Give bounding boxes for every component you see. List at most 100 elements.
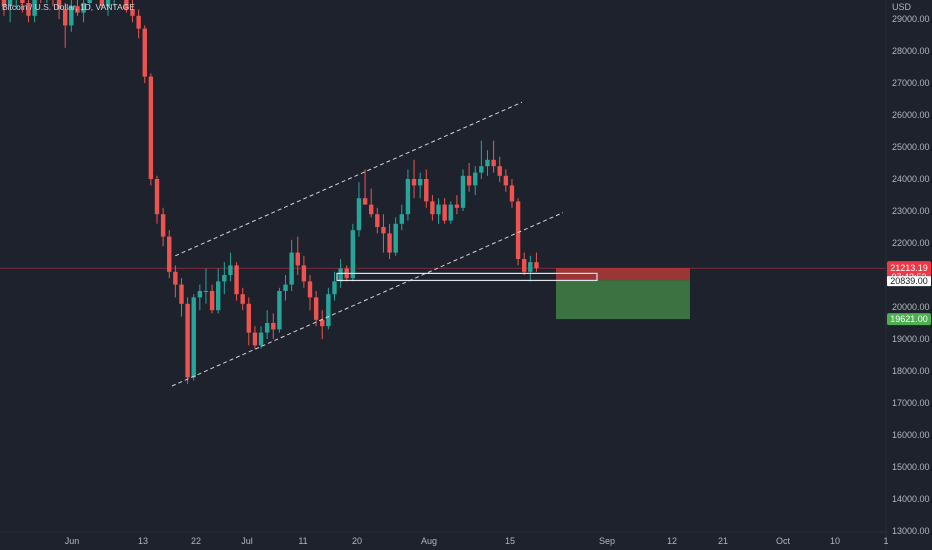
candle-body — [173, 271, 178, 285]
candle-body — [491, 159, 496, 167]
channel-lower-line[interactable] — [171, 212, 564, 387]
candle-body — [326, 294, 331, 327]
time-tick-label: Aug — [421, 536, 437, 546]
candle-body — [430, 201, 435, 215]
candle-body — [350, 230, 356, 279]
time-tick-label: 20 — [352, 536, 362, 546]
candle-body — [124, 0, 129, 10]
candle-body — [534, 262, 539, 269]
candle-body — [228, 265, 233, 275]
candle-body — [473, 172, 478, 186]
candle-body — [142, 28, 147, 77]
price-tick-label: 17000.00 — [892, 398, 930, 408]
candle-body — [271, 323, 276, 330]
candle-body — [479, 166, 484, 173]
time-tick-label: 12 — [667, 536, 677, 546]
position-zones — [0, 267, 886, 320]
candle-body — [277, 291, 282, 330]
candle-body — [399, 214, 404, 224]
candle-body — [154, 179, 160, 215]
candle-body — [448, 204, 453, 221]
price-tick-label: 20000.00 — [892, 302, 930, 312]
candle-body — [509, 185, 515, 202]
candle-body — [289, 252, 294, 285]
symbol-title: Bitcoin / U.S. Dollar, 1D, VANTAGE — [2, 2, 135, 12]
entry-price-badge — [887, 276, 931, 287]
candle-body — [105, 0, 111, 7]
candle-body — [424, 179, 429, 202]
time-tick-label: 15 — [505, 536, 515, 546]
candle-body — [460, 175, 466, 208]
candle-body — [338, 268, 343, 282]
candle-body — [240, 294, 245, 304]
price-tick-label: 24000.00 — [892, 174, 930, 184]
candle-body — [185, 303, 190, 378]
drawings[interactable] — [171, 101, 598, 387]
candle-body — [503, 175, 509, 186]
time-tick-label: 13 — [138, 536, 148, 546]
candle-body — [160, 214, 166, 237]
candle-body — [222, 275, 227, 282]
candle-body — [332, 281, 337, 295]
price-tick-label: 18000.00 — [892, 366, 930, 376]
candle-body — [69, 6, 74, 26]
time-tick-label: 21 — [718, 536, 728, 546]
candle-body — [26, 3, 31, 16]
candle-body — [179, 284, 184, 304]
candle-body — [454, 204, 460, 208]
candles — [1, 0, 539, 384]
stop-loss-zone — [556, 268, 690, 281]
candle-body — [99, 0, 105, 7]
currency-label: USD — [892, 2, 912, 12]
candle-body — [393, 223, 398, 253]
target-price-text: 19621.00 — [890, 314, 928, 324]
candle-body — [436, 204, 441, 215]
candle-body — [130, 9, 135, 16]
candle-body — [307, 281, 313, 298]
candle-body — [369, 204, 374, 215]
channel-upper-line[interactable] — [175, 101, 523, 257]
candle-body — [75, 6, 80, 13]
candle-body — [167, 236, 172, 272]
time-axis[interactable]: Jun 13 22 Jul 11 20 Aug 15 Sep 12 21 Oct 10 1 — [65, 536, 889, 546]
candle-body — [522, 259, 527, 272]
candle-body — [7, 0, 13, 7]
candle-body — [252, 332, 258, 346]
candle-body — [381, 227, 386, 234]
candle-body — [405, 179, 411, 215]
price-tick-label: 19000.00 — [892, 334, 930, 344]
candle-body — [515, 201, 521, 259]
candle-body — [375, 214, 380, 227]
candle-body — [356, 198, 362, 231]
candle-body — [81, 3, 86, 13]
candle-body — [264, 323, 270, 333]
time-tick-label: 10 — [830, 536, 840, 546]
price-tick-label: 29000.00 — [892, 14, 930, 24]
price-tick-label: 22000.00 — [892, 238, 930, 248]
time-tick-label: Oct — [776, 536, 791, 546]
candle-body — [283, 284, 288, 291]
price-tick-label: 16000.00 — [892, 430, 930, 440]
candle-body — [485, 159, 490, 167]
price-tick-label: 28000.00 — [892, 46, 930, 56]
candle-body — [246, 303, 251, 333]
candle-body — [528, 262, 533, 272]
support-zone-rect[interactable] — [336, 272, 598, 282]
time-tick-label: Jun — [65, 536, 80, 546]
target-price-badge — [887, 313, 931, 326]
price-tick-label: 25000.00 — [892, 142, 930, 152]
price-tick-label: 14000.00 — [892, 494, 930, 504]
price-tick-label: 15000.00 — [892, 462, 930, 472]
candle-body — [417, 179, 423, 186]
candle-body — [387, 233, 392, 253]
price-tick-label: 27000.00 — [892, 78, 930, 88]
time-tick-label: 11 — [298, 536, 307, 546]
candle-body — [258, 332, 264, 346]
candle-body — [203, 291, 209, 292]
candle-body — [1, 0, 7, 7]
candle-body — [362, 198, 368, 205]
time-tick-label: Jul — [241, 536, 253, 546]
time-tick-label: 1 — [883, 536, 888, 546]
